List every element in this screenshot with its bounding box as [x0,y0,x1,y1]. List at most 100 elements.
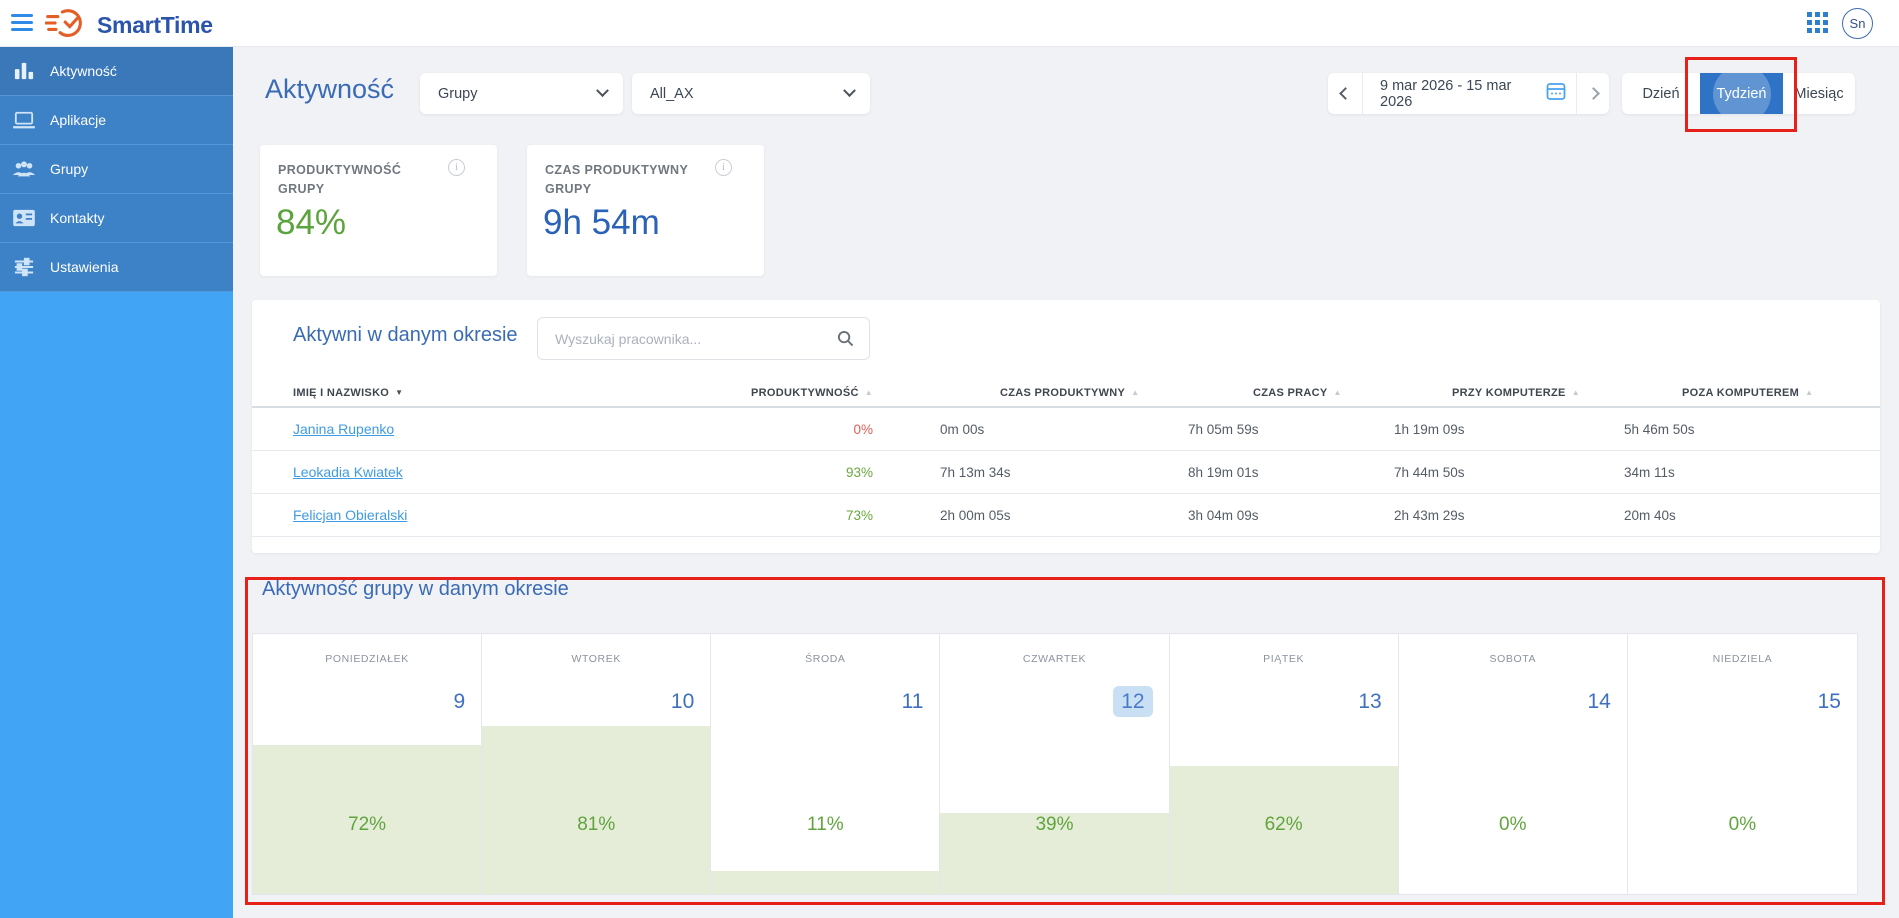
column-header-przy-komputerze[interactable]: PRZY KOMPUTERZE▲ [1394,387,1624,399]
column-header-label: CZAS PRACY [1253,387,1328,399]
day-number-value: 14 [1587,690,1610,713]
day-name: SOBOTA [1399,653,1627,665]
week-activity-grid: PONIEDZIAŁEK 9 72% WTOREK 10 81% ŚRODA 1… [252,633,1858,895]
sidebar-item-aktywnosc[interactable]: Aktywność [0,47,233,96]
prev-period-button[interactable] [1328,73,1363,114]
employee-name-link[interactable]: Janina Rupenko [293,421,702,437]
column-header-produktywnosc[interactable]: PRODUKTYWNOŚĆ ▲ [702,387,873,399]
day-cell-niedziela[interactable]: NIEDZIELA 15 0% [1628,634,1857,894]
activity-fill [482,726,710,894]
day-name: PIĄTEK [1170,653,1398,665]
day-number: 10 [671,690,694,714]
calendar-icon[interactable] [1546,81,1566,106]
work-time-value: 3h 04m 09s [1188,508,1394,523]
subgroup-select[interactable]: All_AX [632,73,870,114]
activity-fill [711,871,939,894]
chevron-left-icon [1339,87,1352,100]
column-header-czas-produktywny[interactable]: CZAS PRODUKTYWNY▲ [873,387,1188,399]
date-range-picker: 9 mar 2026 - 15 mar 2026 [1328,73,1609,114]
day-number: 15 [1818,690,1841,714]
day-name: ŚRODA [711,653,939,665]
view-button-label: Dzień [1642,86,1679,102]
contact-card-icon [12,209,36,227]
group-select-value: Grupy [438,86,478,102]
sort-asc-icon: ▲ [1805,389,1813,397]
day-activity-percent: 62% [1170,814,1398,836]
away-from-computer-value: 20m 40s [1624,508,1880,523]
section-heading: Aktywni w danym okresie [293,324,518,347]
at-computer-value: 1h 19m 09s [1394,422,1624,437]
date-range-display[interactable]: 9 mar 2026 - 15 mar 2026 [1363,73,1577,114]
day-name: CZWARTEK [940,653,1168,665]
away-from-computer-value: 5h 46m 50s [1624,422,1880,437]
column-header-imie-i-nazwisko[interactable]: IMIĘ I NAZWISKO ▼ [293,387,702,399]
info-icon[interactable] [715,159,732,176]
view-switcher: Dzień Tydzień Miesiąc [1622,73,1855,114]
date-range-text: 9 mar 2026 - 15 mar 2026 [1380,78,1536,110]
column-header-label: CZAS PRODUKTYWNY [1000,387,1125,399]
brand-name: SmartTime [97,12,213,39]
day-cell-czwartek[interactable]: CZWARTEK 12 39% [940,634,1169,894]
day-number: 13 [1358,690,1381,714]
day-activity-percent: 0% [1628,814,1857,836]
column-header-czas-pracy[interactable]: CZAS PRACY▲ [1188,387,1394,399]
smarttime-app: SmartTime Sn Aktywność Aplikacje [0,0,1899,918]
sort-desc-icon: ▼ [395,389,403,397]
work-time-value: 8h 19m 01s [1188,465,1394,480]
group-select[interactable]: Grupy [420,73,623,114]
day-cell-sroda[interactable]: ŚRODA 11 11% [711,634,940,894]
day-cell-poniedzialek[interactable]: PONIEDZIAŁEK 9 72% [253,634,482,894]
day-cell-sobota[interactable]: SOBOTA 14 0% [1399,634,1628,894]
sidebar-item-kontakty[interactable]: Kontakty [0,194,233,243]
column-header-label: IMIĘ I NAZWISKO [293,387,389,399]
employee-name-link[interactable]: Felicjan Obieralski [293,507,702,523]
view-button-tydzien[interactable]: Tydzień [1700,73,1783,114]
sidebar: Aktywność Aplikacje Grupy Kontakty [0,47,233,918]
info-icon[interactable] [448,159,465,176]
column-header-label: PRODUKTYWNOŚĆ [751,387,859,399]
productive-time-value: 2h 00m 05s [873,508,1188,523]
sidebar-item-label: Grupy [50,161,88,177]
apps-grid-icon[interactable] [1807,12,1829,34]
sidebar-item-aplikacje[interactable]: Aplikacje [0,96,233,145]
chevron-right-icon [1587,87,1600,100]
chevron-down-icon [843,84,856,97]
productive-time-value: 7h 13m 34s [873,465,1188,480]
day-cell-piatek[interactable]: PIĄTEK 13 62% [1170,634,1399,894]
selected-day-number-value: 12 [1113,686,1152,717]
table-header-row: IMIĘ I NAZWISKO ▼ PRODUKTYWNOŚĆ ▲ CZAS PRO… [252,380,1880,408]
productivity-value: 93% [702,465,873,480]
stat-card-value: 84% [276,203,346,243]
sidebar-item-ustawienia[interactable]: Ustawienia [0,243,233,292]
day-number-value: 11 [902,690,924,713]
user-avatar[interactable]: Sn [1842,8,1873,39]
sort-asc-icon: ▲ [865,389,873,397]
smarttime-logo-icon [45,6,89,45]
productivity-value: 0% [702,422,873,437]
hamburger-menu-icon[interactable] [11,14,33,33]
view-button-label: Miesiąc [1794,86,1843,102]
day-name: WTOREK [482,653,710,665]
search-input[interactable] [538,331,837,347]
brand-logo[interactable]: SmartTime [45,6,213,45]
view-button-dzien[interactable]: Dzień [1622,73,1700,114]
stat-card-czas-produktywny: CZAS PRODUKTYWNY GRUPY 9h 54m [527,145,764,276]
main-content: Aktywność Grupy All_AX 9 mar 2026 - 15 m… [233,47,1899,918]
day-number: 9 [453,690,465,714]
column-header-label: POZA KOMPUTEREM [1682,387,1799,399]
sidebar-item-label: Ustawienia [50,259,118,275]
day-name: PONIEDZIAŁEK [253,653,481,665]
people-icon [12,160,36,178]
employee-name-link[interactable]: Leokadia Kwiatek [293,464,702,480]
work-time-value: 7h 05m 59s [1188,422,1394,437]
search-icon[interactable] [837,330,854,347]
day-number: 11 [902,690,924,714]
day-activity-percent: 39% [940,814,1168,836]
table-row: Janina Rupenko 0% 0m 00s 7h 05m 59s 1h 1… [252,408,1880,451]
next-period-button[interactable] [1577,73,1609,114]
view-button-miesiac[interactable]: Miesiąc [1783,73,1855,114]
day-cell-wtorek[interactable]: WTOREK 10 81% [482,634,711,894]
day-number: 14 [1587,690,1610,714]
column-header-poza-komputerem[interactable]: POZA KOMPUTEREM ▲ [1624,387,1880,399]
sidebar-item-grupy[interactable]: Grupy [0,145,233,194]
